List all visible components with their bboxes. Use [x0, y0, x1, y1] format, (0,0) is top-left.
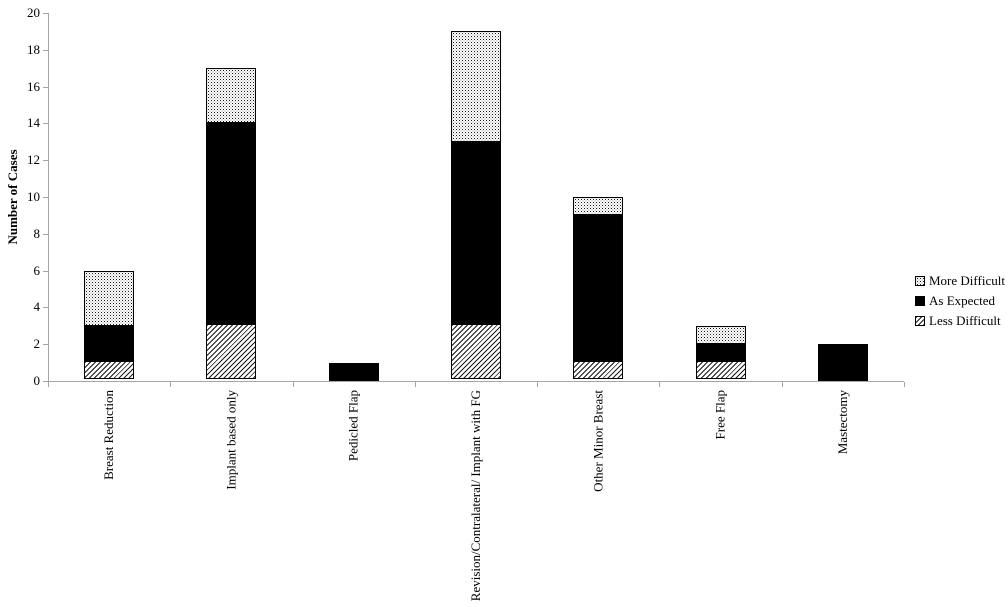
bar-segment-less-difficult: [451, 323, 501, 379]
x-axis-tick: [170, 382, 172, 387]
x-axis-label: Revision/Contralateral/ Implant with FG: [468, 390, 483, 602]
bar-segment-as-expected: [84, 324, 135, 362]
bar-segment-more-difficult: [695, 325, 746, 345]
x-axis-tick: [904, 382, 905, 387]
legend-label: As Expected: [929, 293, 996, 308]
y-axis-tick: [43, 160, 48, 162]
legend-item-less-difficult: Less Difficult: [915, 311, 1005, 331]
y-axis-tick-label: 4: [33, 299, 41, 315]
y-axis-tick: [43, 13, 48, 14]
x-axis-tick: [537, 382, 539, 387]
x-axis-label: Pedicled Flap: [345, 390, 361, 462]
bar-free-flap: [695, 325, 746, 379]
y-axis-tick: [43, 123, 48, 125]
y-axis-tick: [43, 344, 48, 346]
bar-segment-more-difficult: [84, 270, 135, 326]
y-axis-tick-label: 8: [33, 225, 41, 241]
y-axis-tick: [43, 307, 48, 309]
bar-segment-more-difficult: [573, 197, 624, 216]
legend-label: Less Difficult: [929, 313, 1001, 328]
as-expected-swatch-icon: [915, 296, 925, 306]
y-axis-tick-label: 6: [33, 262, 41, 278]
bar-segment-as-expected: [695, 343, 746, 362]
y-axis-tick-label: 10: [27, 189, 40, 204]
x-axis-tick: [659, 382, 661, 387]
bar-segment-as-expected: [328, 362, 379, 381]
y-axis-tick: [43, 233, 48, 235]
less-difficult-swatch-icon: [915, 316, 925, 326]
bar-segment-less-difficult: [206, 323, 257, 379]
bar-segment-as-expected: [206, 122, 257, 325]
y-axis-line: [48, 13, 49, 382]
bar-implant-based-only: [206, 68, 257, 379]
bar-mastectomy: [817, 344, 868, 381]
y-axis-tick: [43, 86, 48, 88]
x-axis-line: [48, 381, 904, 382]
x-axis-label: Implant based only: [223, 390, 239, 490]
bar-segment-more-difficult: [206, 68, 257, 124]
x-axis-tick: [414, 382, 416, 387]
bar-revision-contralateral-implant-with-fg: [451, 31, 501, 379]
legend-label: More Difficult: [929, 273, 1005, 288]
bar-segment-less-difficult: [573, 360, 624, 379]
y-axis-tick-label: 2: [33, 336, 41, 352]
y-axis-tick-label: 16: [27, 78, 40, 94]
bar-breast-reduction: [84, 270, 135, 379]
legend-item-as-expected: As Expected: [915, 291, 1005, 311]
y-axis-tick: [43, 381, 48, 382]
x-axis-tick: [48, 382, 49, 387]
x-axis-label: Mastectomy: [834, 390, 850, 455]
bar-segment-less-difficult: [695, 360, 746, 379]
y-axis-tick: [43, 49, 48, 51]
y-axis-tick-label: 12: [27, 152, 40, 168]
bar-segment-as-expected: [451, 140, 501, 325]
x-axis-label: Free Flap: [712, 390, 728, 440]
bar-segment-less-difficult: [84, 360, 135, 379]
legend-item-more-difficult: More Difficult: [915, 271, 1005, 291]
x-axis-tick: [781, 382, 783, 387]
bar-segment-as-expected: [817, 344, 868, 381]
y-axis-tick-label: 14: [27, 115, 40, 131]
y-axis-tick-label: 18: [27, 41, 40, 57]
bar-segment-more-difficult: [451, 31, 501, 142]
y-axis-tick-label: 20: [27, 5, 40, 20]
x-axis-label: Breast Reduction: [101, 390, 117, 480]
legend: More Difficult As Expected Less Difficul…: [915, 271, 1005, 331]
bar-segment-as-expected: [573, 214, 624, 362]
x-axis-tick: [292, 382, 294, 387]
y-axis-tick: [43, 197, 48, 198]
bar-pedicled-flap: [328, 362, 379, 381]
x-axis-label: Other Minor Breast: [590, 390, 606, 492]
bar-other-minor-breast: [573, 197, 624, 379]
y-axis-tick: [43, 270, 48, 272]
y-axis-tick-label: 0: [33, 373, 41, 388]
more-difficult-swatch-icon: [915, 276, 925, 286]
